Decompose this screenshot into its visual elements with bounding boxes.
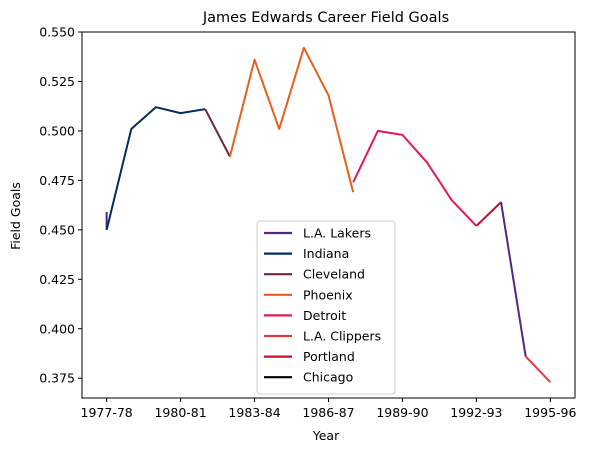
y-tick-label: 0.450 [39, 222, 75, 237]
x-tick-label: 1977-78 [81, 405, 133, 420]
legend-label: Detroit [303, 308, 346, 323]
y-tick-label: 0.500 [39, 123, 75, 138]
legend-label: Portland [303, 349, 355, 364]
y-tick-label: 0.525 [39, 74, 75, 89]
series-line-chicago [524, 355, 552, 383]
tick-layer: 0.375 0.400 0.425 0.450 0.475 0.500 0.525 0.550… [39, 25, 576, 421]
x-tick-label: 1986-87 [302, 405, 354, 420]
series-line-portland [475, 201, 502, 227]
y-tick-label: 0.400 [39, 321, 75, 336]
series-layer [105, 46, 552, 383]
x-tick-label: 1983-84 [228, 405, 280, 420]
y-tick-label: 0.550 [39, 25, 75, 40]
y-tick-label: 0.425 [39, 272, 75, 287]
series-line-detroit [352, 129, 478, 227]
series-line-indiana [105, 106, 206, 231]
x-tick-label: 1992-93 [450, 405, 502, 420]
legend-label: L.A. Clippers [303, 329, 381, 344]
series-line-l-a-lakers [500, 201, 527, 357]
x-tick-label: 1995-96 [524, 405, 576, 420]
legend-label: Indiana [303, 246, 349, 261]
y-axis-label: Field Goals [8, 182, 23, 250]
series-line-phoenix [228, 46, 355, 193]
x-tick-label: 1989-90 [376, 405, 428, 420]
plot-frame [81, 31, 576, 399]
legend: L.A. Lakers Indiana Cleveland Phoenix Detroi… [256, 220, 396, 395]
x-axis-label: Year [312, 428, 340, 443]
x-tick-label: 1980-81 [154, 405, 206, 420]
legend-label: Cleveland [303, 267, 365, 282]
legend-label: L.A. Lakers [303, 226, 371, 241]
legend-label: Chicago [303, 370, 353, 385]
y-tick-label: 0.375 [39, 371, 75, 386]
series-line-cleveland [204, 108, 231, 158]
legend-box [256, 220, 396, 395]
y-tick-label: 0.475 [39, 173, 75, 188]
chart-title: James Edwards Career Field Goals [202, 10, 449, 26]
legend-label: Phoenix [303, 287, 353, 302]
